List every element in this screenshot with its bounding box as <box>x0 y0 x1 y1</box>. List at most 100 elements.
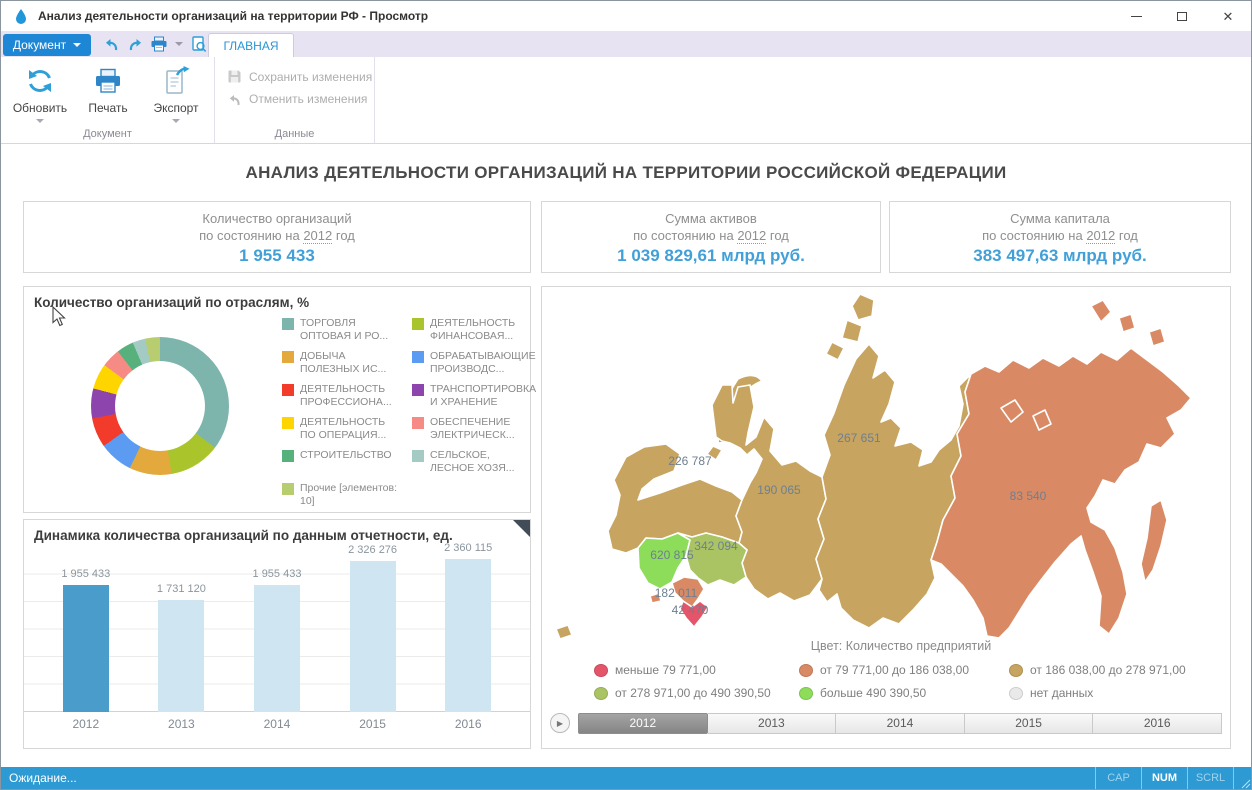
save-changes-button[interactable]: Сохранить изменения <box>227 69 374 84</box>
printer-icon <box>94 65 122 97</box>
panel-corner-marker-icon <box>513 520 530 537</box>
map-island-severnaya-zemlya[interactable] <box>825 341 845 361</box>
bar-rect[interactable] <box>349 561 396 712</box>
map-legend-item: больше 490 390,50 <box>799 686 1009 700</box>
map-island[interactable] <box>1090 299 1112 323</box>
legend-chip <box>282 417 294 429</box>
scroll-lock-indicator: SCRL <box>1187 767 1233 789</box>
legend-chip <box>282 351 294 363</box>
dynamics-bar-panel: Динамика количества организаций по данны… <box>23 519 531 749</box>
kpi-title: Сумма активов <box>665 211 757 226</box>
legend-chip <box>594 663 608 677</box>
legend-item: ДЕЯТЕЛЬНОСТЬ ФИНАНСОВАЯ... <box>412 317 532 342</box>
legend-item: ОБЕСПЕЧЕНИЕ ЭЛЕКТРИЧЕСК... <box>412 416 532 441</box>
year-segment-2015[interactable]: 2015 <box>964 712 1094 734</box>
kpi-year-link[interactable]: 2012 <box>1086 228 1116 244</box>
map-island-vaygach[interactable] <box>706 445 723 461</box>
bar-2016[interactable]: 2 360 115 <box>420 542 516 712</box>
kpi-value: 383 497,63 млрд руб. <box>973 246 1147 265</box>
bar-2013[interactable]: 1 731 120 <box>134 547 230 712</box>
minimize-button[interactable] <box>1113 1 1159 31</box>
bar-value-label: 2 326 276 <box>348 544 398 557</box>
discard-changes-button[interactable]: Отменить изменения <box>227 92 374 106</box>
maximize-icon <box>1177 11 1187 21</box>
play-button[interactable]: ▶ <box>550 713 570 733</box>
app-droplet-icon <box>16 9 26 24</box>
map-region-central[interactable] <box>637 532 691 590</box>
undo-icon <box>105 38 117 50</box>
map-region-caucasus[interactable] <box>679 600 709 628</box>
map-island[interactable] <box>1032 409 1052 431</box>
print-preview-icon <box>192 35 207 52</box>
quick-print-button[interactable] <box>149 34 169 54</box>
map-value-label: 226 787 <box>668 454 712 468</box>
map-region-siberia[interactable] <box>815 343 972 629</box>
bar-rect[interactable] <box>62 585 109 712</box>
year-segment-2013[interactable]: 2013 <box>707 712 837 734</box>
bar-rect[interactable] <box>158 600 205 712</box>
bar-chart-title: Динамика количества организаций по данны… <box>34 528 453 543</box>
refresh-button[interactable]: Обновить <box>9 63 71 123</box>
legend-chip <box>1009 663 1023 677</box>
year-track: 2012 2013 2014 2015 2016 <box>578 712 1222 734</box>
bar-2014[interactable]: 1 955 433 <box>229 547 325 712</box>
year-segment-2012[interactable]: 2012 <box>578 712 708 734</box>
legend-chip <box>1009 686 1023 700</box>
map-legend-item: от 79 771,00 до 186 038,00 <box>799 663 1009 677</box>
print-button[interactable]: Печать <box>77 63 139 123</box>
donut-legend: ТОРГОВЛЯ ОПТОВАЯ И РО... ДОБЫЧА ПОЛЕЗНЫХ… <box>282 317 536 515</box>
donut-ring[interactable] <box>91 337 229 475</box>
save-icon <box>228 70 241 83</box>
caps-lock-indicator: CAP <box>1095 767 1141 789</box>
map-region-volga[interactable] <box>677 532 748 586</box>
map-island[interactable] <box>1118 313 1136 333</box>
map-island-wrangel[interactable] <box>1148 327 1166 347</box>
map-region-south[interactable] <box>671 576 705 608</box>
kpi-suffix: год <box>769 228 789 243</box>
year-segment-2014[interactable]: 2014 <box>836 712 965 734</box>
map-region-kaliningrad[interactable] <box>555 624 573 639</box>
map-region-fareast[interactable] <box>930 347 1192 639</box>
kpi-year-link[interactable]: 2012 <box>737 228 767 244</box>
print-dropdown-icon[interactable] <box>175 42 183 46</box>
legend-item: ТОРГОВЛЯ ОПТОВАЯ И РО... <box>282 317 402 342</box>
refresh-dropdown-icon <box>36 119 44 123</box>
redo-icon <box>129 38 141 50</box>
map-region-crimea[interactable] <box>649 592 662 604</box>
map-value-label: 182 011 <box>655 586 698 600</box>
map-island-severnaya-zemlya[interactable] <box>841 319 863 343</box>
legend-chip <box>282 318 294 330</box>
ribbon-group-document: Обновить Печать <box>1 57 215 143</box>
export-button[interactable]: Экспорт <box>145 63 207 123</box>
document-menu-button[interactable]: Документ <box>3 34 91 56</box>
legend-chip <box>412 351 424 363</box>
x-axis-labels: 2012 2013 2014 2015 2016 <box>38 717 516 731</box>
map-legend-item: от 278 971,00 до 490 390,50 <box>594 686 799 700</box>
export-icon <box>162 65 190 97</box>
kpi-year-link[interactable]: 2012 <box>303 228 333 244</box>
document-menu-label: Документ <box>12 38 67 52</box>
print-preview-button[interactable] <box>189 34 209 54</box>
kpi-prefix: по состоянию на <box>199 228 300 243</box>
map-island-sakhalin[interactable] <box>1140 499 1168 583</box>
map-value-label: 267 651 <box>837 431 881 445</box>
title-bar: Анализ деятельности организаций на терри… <box>1 1 1251 31</box>
close-button[interactable]: ✕ <box>1205 1 1251 31</box>
resize-grip[interactable] <box>1233 767 1251 789</box>
bar-rect[interactable] <box>253 585 300 712</box>
maximize-button[interactable] <box>1159 1 1205 31</box>
discard-changes-label: Отменить изменения <box>249 92 368 106</box>
redo-button[interactable] <box>125 34 145 54</box>
year-segment-2016[interactable]: 2016 <box>1093 712 1222 734</box>
bar-2012[interactable]: 1 955 433 <box>38 547 134 712</box>
bar-rect[interactable] <box>445 559 492 712</box>
bar-2015[interactable]: 2 326 276 <box>325 544 421 712</box>
map-island[interactable] <box>1000 399 1024 423</box>
tab-home-label: ГЛАВНАЯ <box>223 38 279 53</box>
map-island-severnaya-zemlya[interactable] <box>851 293 875 321</box>
kpi-title: Сумма капитала <box>1010 211 1110 226</box>
undo-button[interactable] <box>101 34 121 54</box>
tab-home[interactable]: ГЛАВНАЯ <box>208 33 294 57</box>
ribbon-group-document-caption: Документ <box>83 128 132 140</box>
kpi-row: Количество организаций по состоянию на 2… <box>23 201 1231 273</box>
